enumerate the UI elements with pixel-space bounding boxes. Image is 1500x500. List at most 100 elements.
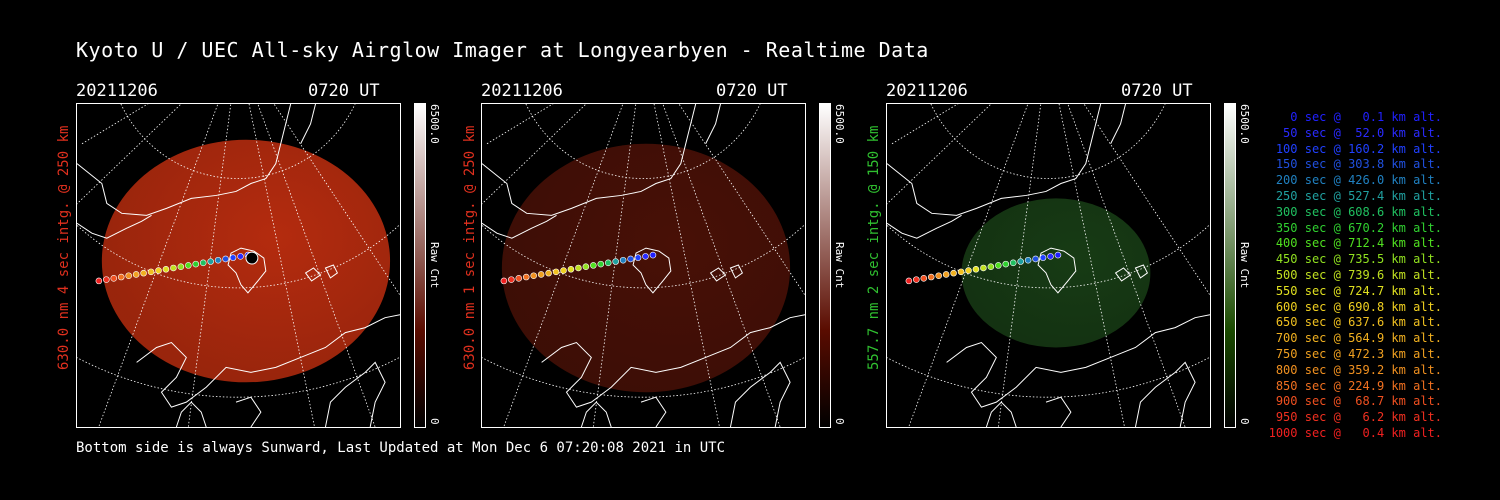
track-marker [199, 259, 207, 267]
track-marker [957, 268, 965, 276]
track-marker [980, 264, 987, 272]
legend-entry: 100 sec @ 160.2 km alt. [1275, 141, 1442, 156]
track-marker [920, 275, 928, 282]
legend-entry: 650 sec @ 637.6 km alt. [1275, 315, 1442, 330]
legend-entry: 600 sec @ 690.8 km alt. [1275, 299, 1442, 314]
track-marker [214, 256, 222, 264]
panel-3-cbar-min: 0 [1238, 418, 1251, 425]
track-marker [942, 271, 950, 278]
panel-2-cbar-min: 0 [833, 418, 846, 425]
legend-entry: 300 sec @ 608.6 km alt. [1275, 204, 1442, 219]
footer-status: Bottom side is always Sunward, Last Upda… [76, 440, 726, 456]
track-marker [627, 255, 634, 263]
legend-entry: 350 sec @ 670.2 km alt. [1275, 220, 1442, 235]
track-marker [905, 277, 913, 285]
panel-3-date: 20211206 [886, 81, 968, 101]
track-marker [222, 255, 229, 263]
track-marker [582, 263, 590, 270]
legend-entry: 50 sec @ 52.0 km alt. [1283, 125, 1442, 140]
panel-2-time: 0720 UT [716, 81, 788, 101]
station-marker [245, 251, 259, 265]
track-marker [132, 271, 140, 278]
track-marker [612, 258, 619, 265]
legend-entry: 950 sec @ 6.2 km alt. [1275, 410, 1442, 425]
panel-2-cbar-max: 6500.0 [833, 104, 846, 144]
track-marker [545, 269, 552, 277]
track-marker [927, 273, 935, 281]
legend-entry: 900 sec @ 68.7 km alt. [1275, 394, 1442, 409]
track-marker [1039, 254, 1047, 261]
track-marker [207, 258, 214, 265]
panel-1-time: 0720 UT [308, 81, 380, 101]
airglow-region [101, 139, 391, 383]
panel-1-side-label: 630.0 nm 4 sec intg. @ 250 km [56, 125, 72, 370]
track-marker [965, 267, 972, 274]
panel-3-cbar-unit: Raw Cnt [1238, 242, 1251, 289]
track-marker [155, 267, 162, 274]
legend-entry: 550 sec @ 724.7 km alt. [1275, 283, 1442, 298]
track-marker [1009, 259, 1017, 267]
panel-1-date: 20211206 [76, 81, 158, 101]
track-marker [1032, 255, 1039, 263]
legend-entry: 1000 sec @ 0.4 km alt. [1268, 426, 1442, 440]
track-marker [935, 272, 942, 280]
airglow-region [961, 198, 1151, 348]
track-marker [140, 269, 147, 277]
track-marker [95, 277, 103, 285]
airglow-region [501, 143, 791, 393]
track-marker [913, 276, 920, 283]
legend-entry: 0 sec @ 0.1 km alt. [1290, 110, 1442, 124]
track-marker [117, 273, 125, 281]
track-marker [575, 264, 582, 272]
panel-1-cbar-min: 0 [428, 418, 441, 425]
panel-2-colorbar [819, 103, 831, 428]
track-marker [110, 275, 118, 282]
legend-entry: 850 sec @ 224.9 km alt. [1275, 378, 1442, 393]
track-marker [147, 268, 155, 276]
track-marker [1054, 251, 1062, 259]
legend-entry: 450 sec @ 735.5 km alt. [1275, 252, 1442, 267]
track-marker [515, 275, 523, 282]
legend-entry: 800 sec @ 359.2 km alt. [1275, 362, 1442, 377]
legend-entry: 700 sec @ 564.9 km alt. [1275, 331, 1442, 346]
legend-entry: 400 sec @ 712.4 km alt. [1275, 236, 1442, 251]
panel-2-map [482, 104, 805, 427]
track-marker [522, 273, 530, 281]
panel-1-cbar-unit: Raw Cnt [428, 242, 441, 289]
legend-entry: 500 sec @ 739.6 km alt. [1275, 268, 1442, 282]
track-marker [590, 262, 597, 269]
track-marker [950, 269, 957, 277]
panel-2-image[interactable] [481, 103, 806, 428]
track-marker [604, 259, 612, 267]
track-marker [170, 264, 177, 272]
panel-1-image[interactable] [76, 103, 401, 428]
track-marker [642, 253, 649, 260]
panel-3-image[interactable] [886, 103, 1211, 428]
legend-entry: 150 sec @ 303.8 km alt. [1275, 157, 1442, 172]
track-marker [649, 251, 657, 259]
track-marker [530, 272, 537, 280]
track-marker [972, 265, 980, 273]
track-marker [995, 262, 1002, 269]
panel-3-map [887, 104, 1210, 427]
panel-3-side-label: 557.7 nm 2 sec intg. @ 150 km [866, 125, 882, 370]
panel-2-side-label: 630.0 nm 1 sec intg. @ 250 km [462, 125, 478, 370]
track-marker [619, 256, 627, 264]
panel-1-cbar-max: 6500.0 [428, 104, 441, 144]
track-marker [162, 265, 170, 273]
track-marker [192, 260, 200, 268]
track-marker [634, 254, 642, 261]
legend-entry: 250 sec @ 527.4 km alt. [1275, 189, 1442, 203]
track-marker [103, 276, 110, 283]
track-marker [125, 272, 132, 280]
track-marker [508, 276, 515, 283]
track-marker [1047, 253, 1054, 260]
legend-entry: 200 sec @ 426.0 km alt. [1275, 173, 1442, 188]
track-marker [237, 253, 244, 260]
panel-2-date: 20211206 [481, 81, 563, 101]
track-marker [552, 268, 560, 276]
panel-2-cbar-unit: Raw Cnt [833, 242, 846, 289]
track-marker [597, 260, 605, 268]
track-marker [1024, 256, 1032, 264]
panel-3-cbar-max: 6500.0 [1238, 104, 1251, 144]
